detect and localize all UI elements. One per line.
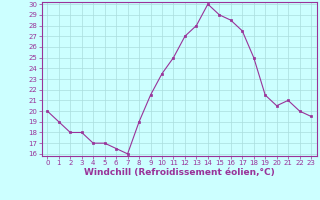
- X-axis label: Windchill (Refroidissement éolien,°C): Windchill (Refroidissement éolien,°C): [84, 168, 275, 177]
